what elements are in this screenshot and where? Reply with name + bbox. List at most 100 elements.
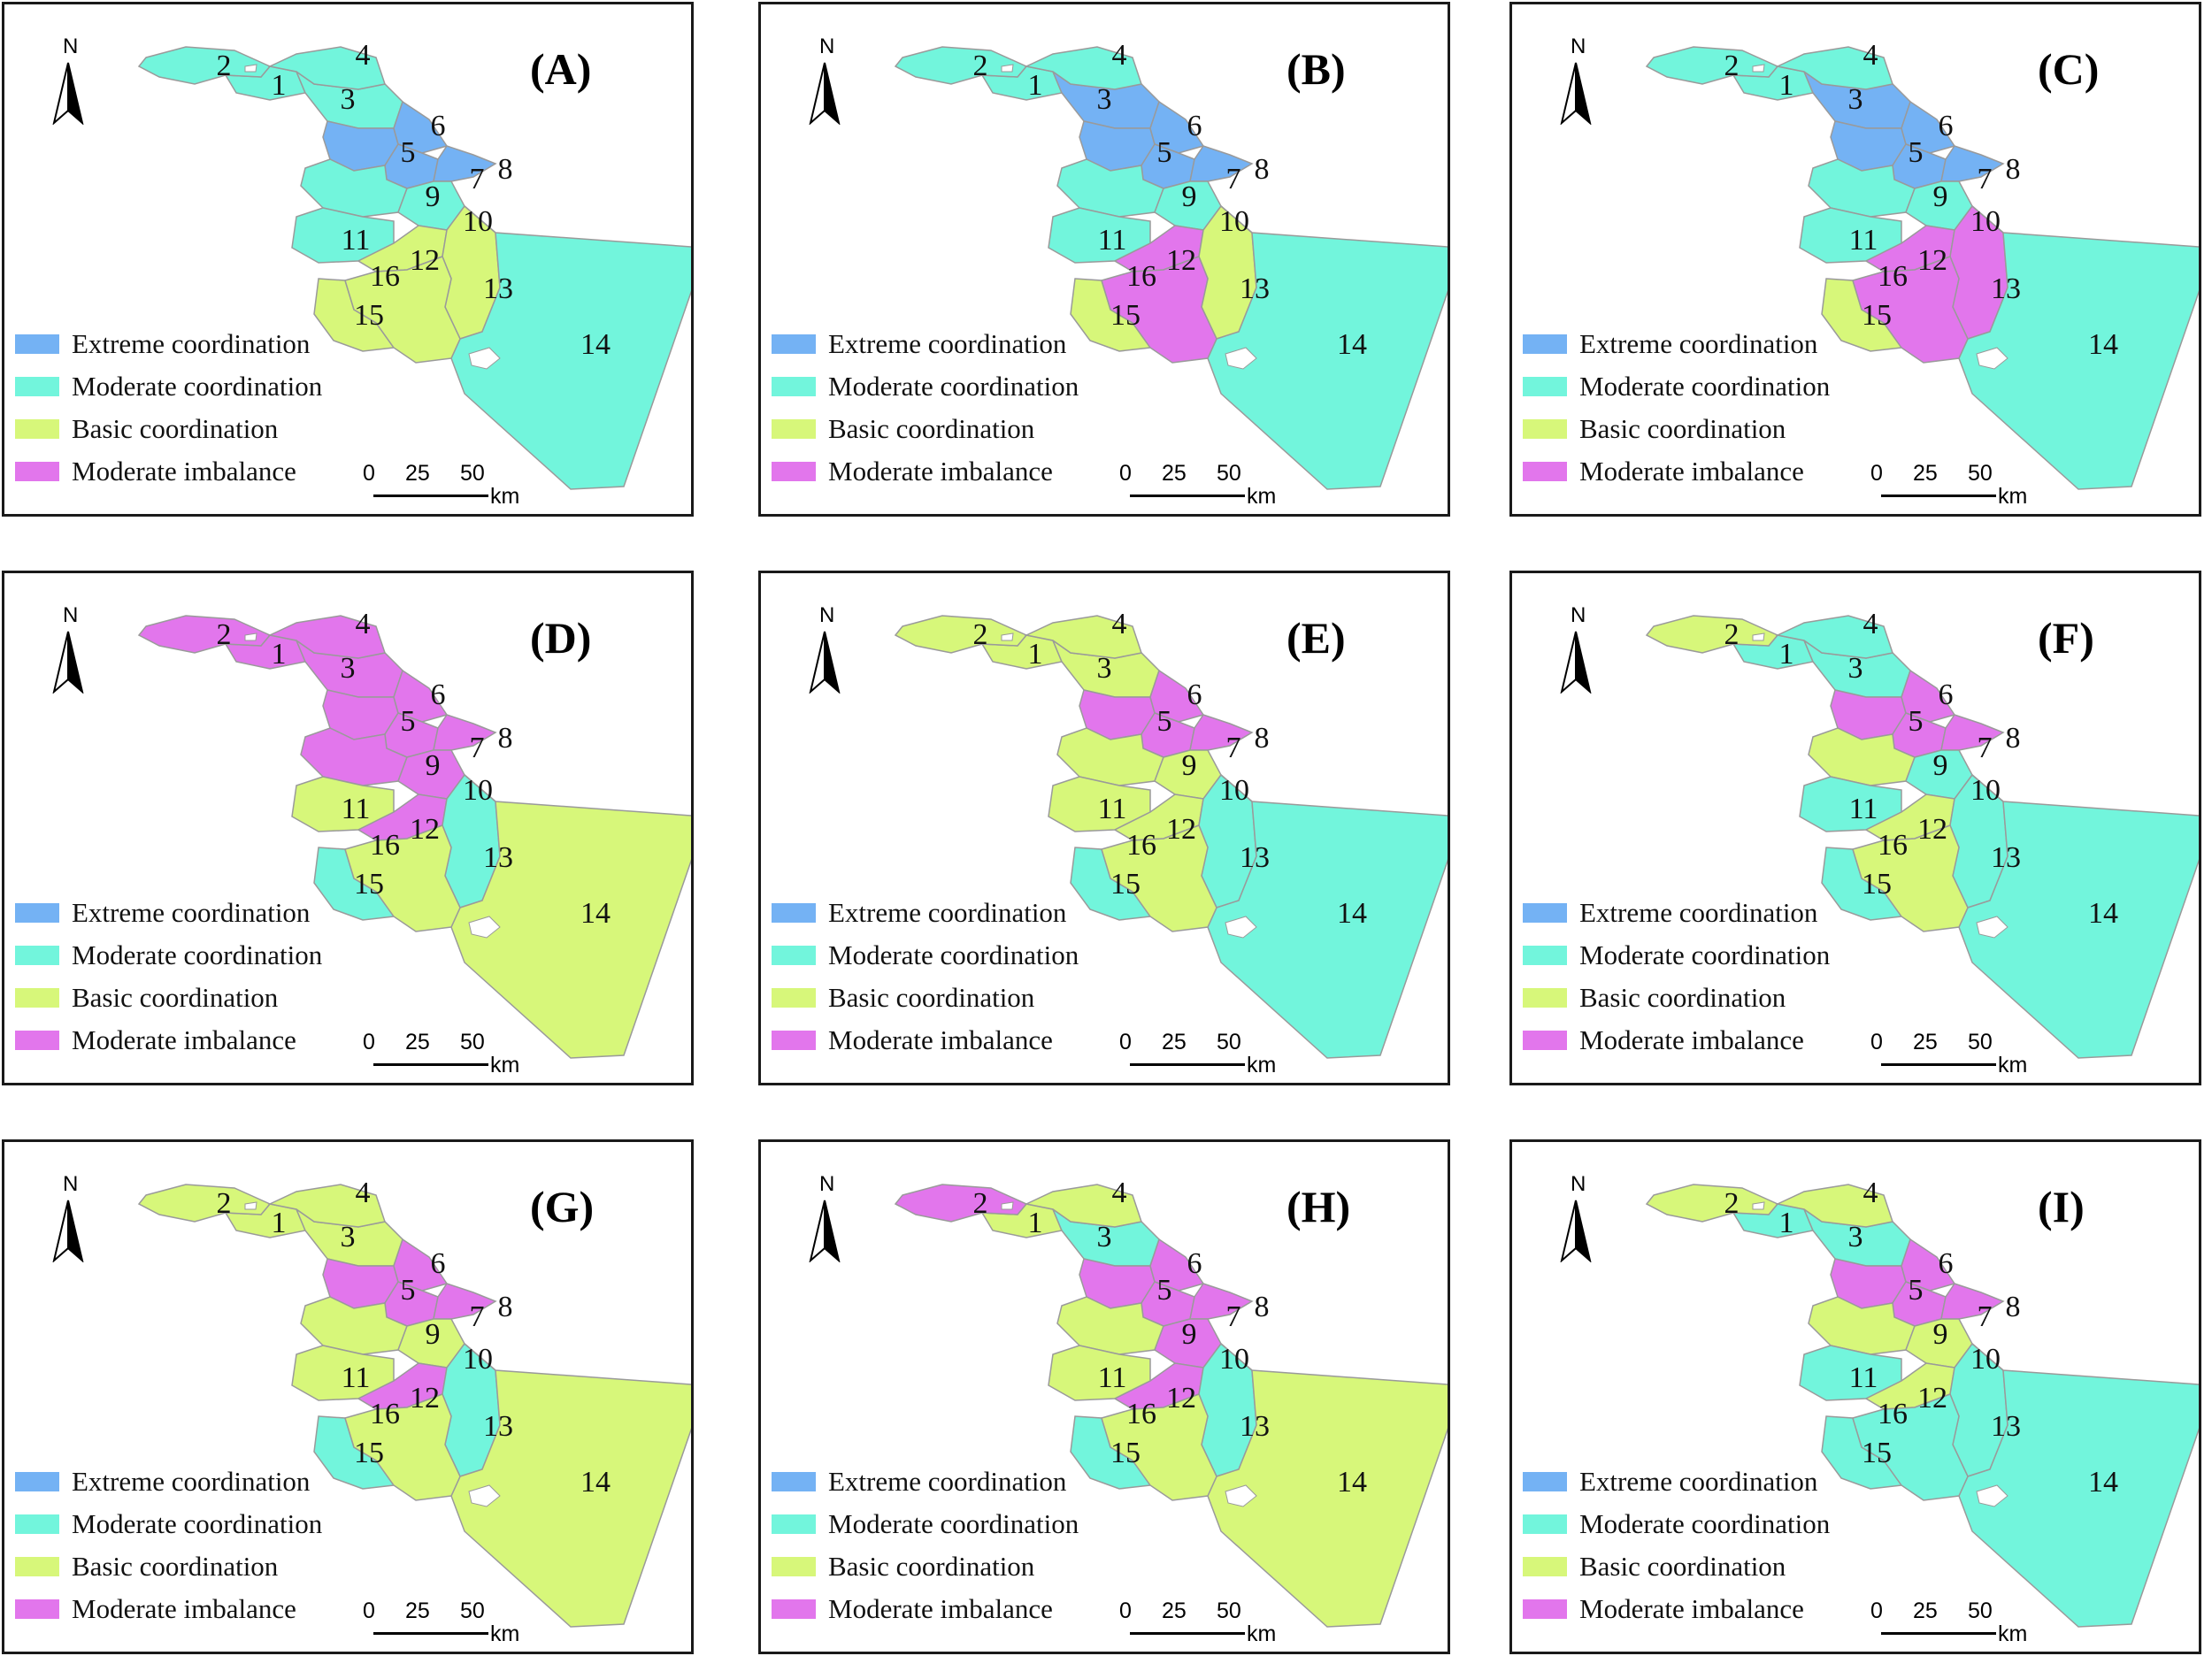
legend-swatch [1523, 903, 1567, 923]
region-14 [1207, 774, 1448, 1059]
legend: Extreme coordination Moderate coordinatio… [772, 323, 1079, 493]
map-panel-f: 1 2 3 4 5 6 7 8 9 10 11 12 13 14 15 16 (F) N Extreme coord… [1509, 571, 2201, 1085]
region-label-9: 9 [1933, 749, 1948, 782]
legend-swatch [1523, 1514, 1567, 1534]
scale-tick: 50 [460, 1598, 485, 1623]
region-label-2: 2 [217, 1187, 232, 1220]
region-label-7: 7 [1978, 732, 1993, 764]
region-2 [894, 46, 1028, 85]
region-4 [267, 46, 386, 90]
north-arrow: N [47, 1172, 100, 1269]
scale-unit: km [490, 1053, 520, 1077]
region-label-8: 8 [1255, 153, 1270, 186]
region-label-5: 5 [401, 1274, 416, 1307]
region-label-15: 15 [1110, 299, 1141, 332]
legend-swatch [1523, 1599, 1567, 1619]
map-panel-i: 1 2 3 4 5 6 7 8 9 10 11 12 13 14 15 16 (I) N Extreme coord… [1509, 1139, 2201, 1654]
region-label-3: 3 [341, 652, 356, 685]
region-8 [433, 145, 497, 182]
legend-item-extreme: Extreme coordination [15, 323, 322, 365]
region-label-4: 4 [1863, 39, 1878, 72]
legend-swatch [15, 1599, 59, 1619]
region-label-14: 14 [1337, 897, 1367, 930]
scale-bar: 0 25 50 km [1870, 1593, 2047, 1646]
region-label-9: 9 [426, 180, 441, 213]
region-label-13: 13 [1991, 272, 2021, 305]
region-2 [894, 1184, 1028, 1223]
region-label-14: 14 [2088, 328, 2118, 361]
scale-bar: 0 25 50 km [363, 456, 540, 509]
legend-item-moderate: Moderate coordination [15, 365, 322, 408]
north-arrow: N [803, 34, 856, 132]
region-label-7: 7 [1226, 163, 1241, 196]
legend-label: Moderate coordination [828, 371, 1079, 402]
north-label: N [819, 1172, 835, 1196]
region-4 [1024, 615, 1142, 659]
legend-item-basic: Basic coordination [15, 1545, 322, 1588]
scale-tick: 0 [363, 1030, 375, 1054]
region-label-13: 13 [1240, 841, 1270, 874]
legend-swatch [15, 903, 59, 923]
island-shape [468, 916, 501, 939]
legend-swatch [772, 1514, 816, 1534]
legend-label: Moderate imbalance [828, 1024, 1053, 1055]
region-4 [267, 1184, 386, 1228]
scale-tick: 0 [1119, 1030, 1132, 1054]
region-16 [344, 256, 461, 364]
legend-item-extreme: Extreme coordination [772, 1460, 1079, 1503]
region-label-10: 10 [1219, 774, 1249, 807]
region-label-8: 8 [498, 722, 513, 755]
region-14 [450, 774, 691, 1059]
region-label-1: 1 [272, 69, 287, 102]
region-label-8: 8 [2006, 722, 2021, 755]
region-label-5: 5 [1909, 136, 1924, 169]
region-label-7: 7 [470, 732, 485, 764]
scale-bar: 0 25 50 km [1870, 1024, 2047, 1077]
region-label-5: 5 [1909, 1274, 1924, 1307]
legend-swatch [772, 903, 816, 923]
region-label-14: 14 [1337, 1466, 1367, 1499]
region-label-16: 16 [1878, 260, 1908, 293]
scale-tick: 25 [405, 1030, 430, 1054]
legend-item-imbalance: Moderate imbalance [772, 450, 1079, 493]
region-14 [1207, 205, 1448, 490]
north-label: N [1571, 34, 1586, 58]
scale-unit: km [1247, 1053, 1277, 1077]
scale-tick: 50 [1968, 1598, 1993, 1623]
legend-label: Moderate imbalance [1579, 1024, 1804, 1055]
region-2 [1645, 615, 1779, 654]
region-label-3: 3 [1097, 83, 1112, 116]
legend-item-moderate: Moderate coordination [772, 365, 1079, 408]
region-label-14: 14 [2088, 897, 2118, 930]
region-14 [1958, 774, 2199, 1059]
legend-swatch [15, 988, 59, 1008]
region-8 [1189, 714, 1254, 751]
region-label-13: 13 [483, 1410, 513, 1443]
scale-tick: 50 [1217, 1030, 1241, 1054]
scale-line [1881, 1063, 1996, 1066]
island-shape [1225, 916, 1257, 939]
region-label-6: 6 [1939, 678, 1954, 711]
region-label-7: 7 [470, 163, 485, 196]
legend-swatch [15, 1031, 59, 1050]
lake-shape [244, 64, 257, 73]
region-label-1: 1 [1779, 69, 1794, 102]
legend-label: Extreme coordination [1579, 897, 1818, 928]
legend-label: Moderate coordination [828, 939, 1079, 970]
north-arrow-icon [809, 1200, 841, 1262]
region-16 [1852, 824, 1969, 932]
scale-unit: km [1998, 1053, 2028, 1077]
region-label-4: 4 [1112, 608, 1127, 640]
scale-line [1130, 1063, 1245, 1066]
region-label-9: 9 [1182, 749, 1197, 782]
scale-unit: km [1247, 484, 1277, 509]
region-label-4: 4 [1863, 608, 1878, 640]
lake-shape [1001, 1201, 1014, 1210]
region-14 [1207, 1343, 1448, 1628]
region-label-16: 16 [1126, 829, 1156, 862]
legend-swatch [15, 419, 59, 439]
legend-item-basic: Basic coordination [772, 408, 1079, 450]
legend-item-imbalance: Moderate imbalance [1523, 450, 1830, 493]
